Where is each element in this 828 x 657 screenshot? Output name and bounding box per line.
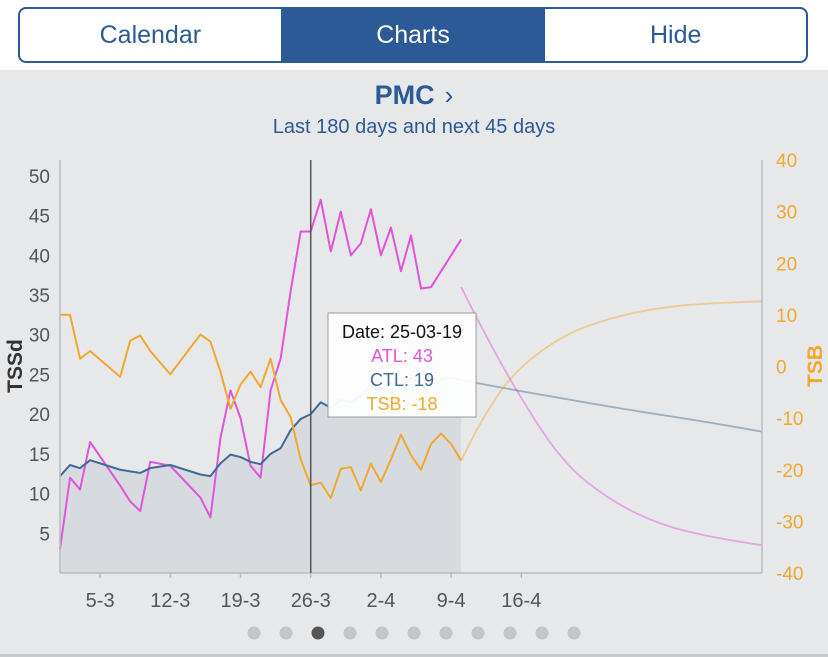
y-right-tick-label: 30: [776, 203, 797, 224]
tooltip-date: Date: 25-03-19: [342, 322, 462, 342]
x-tick-label: 26-3: [291, 590, 331, 612]
y-right-tick-label: 0: [776, 358, 787, 379]
y-right-tick-label: -20: [776, 461, 803, 482]
x-tick-label: 19-3: [220, 590, 260, 612]
tsb-forecast-line: [460, 300, 763, 461]
pager-dot[interactable]: [439, 626, 453, 640]
pager-dot[interactable]: [503, 626, 517, 640]
y-right-tick-label: -30: [776, 512, 803, 533]
segment-hide[interactable]: Hide: [649, 20, 702, 49]
pager-dot[interactable]: [375, 626, 389, 640]
y-left-tick-label: 20: [29, 405, 50, 426]
pager-dot[interactable]: [407, 626, 421, 640]
y-left-tick-label: 15: [29, 445, 50, 466]
segment-calendar[interactable]: Calendar: [20, 9, 283, 61]
pager-dot[interactable]: [279, 626, 293, 640]
y-axis-left-label: TSSd: [4, 339, 27, 393]
y-left-tick-label: 50: [29, 167, 50, 188]
chart-title: PMC: [374, 80, 435, 110]
tsb-line: [60, 313, 462, 500]
atl-line: [59, 198, 462, 550]
tooltip-atl: ATL: 43: [371, 346, 433, 366]
chevron-right-icon: ›: [444, 80, 454, 110]
x-tick-label: 2-4: [366, 590, 395, 612]
y-left-tick-label: 25: [29, 365, 50, 386]
pager-dot[interactable]: [535, 626, 549, 640]
x-tick-label: 12-3: [150, 590, 190, 612]
pager-dot[interactable]: [247, 626, 261, 640]
view-segmented-control: Calendar Charts Hide: [18, 7, 808, 63]
chart-title-link[interactable]: PMC ›: [0, 80, 828, 111]
tooltip-box: [327, 312, 477, 418]
pager-dot[interactable]: [471, 626, 485, 640]
pager-dot[interactable]: [343, 626, 357, 640]
y-left-tick-label: 30: [29, 326, 50, 347]
y-right-tick-label: -40: [776, 564, 803, 585]
y-left-tick-label: 10: [29, 485, 50, 506]
ctl-forecast-line: [460, 379, 763, 433]
y-left-tick-label: 40: [29, 246, 50, 267]
y-left-tick-label: 5: [39, 524, 50, 545]
y-axis-right-label: TSB: [804, 345, 827, 387]
y-right-tick-label: -10: [776, 409, 803, 430]
y-right-tick-label: 40: [776, 151, 797, 172]
pager-dot[interactable]: [311, 626, 325, 640]
y-right-tick-label: 10: [776, 306, 797, 327]
atl-forecast-line: [460, 286, 763, 547]
x-tick-label: 9-4: [437, 590, 466, 612]
y-right-tick-label: 20: [776, 254, 797, 275]
segment-charts[interactable]: Charts: [282, 9, 546, 61]
chart-subtitle: Last 180 days and next 45 days: [272, 116, 556, 138]
bottom-divider: [0, 654, 828, 657]
y-left-tick-label: 35: [29, 286, 50, 307]
x-tick-label: 16-4: [501, 590, 541, 612]
pager-dot[interactable]: [567, 626, 581, 640]
tooltip-ctl: CTL: 19: [370, 370, 434, 390]
x-tick-label: 5-3: [86, 590, 115, 612]
y-left-tick-label: 45: [29, 207, 50, 228]
tooltip-tsb: TSB: -18: [366, 394, 437, 414]
